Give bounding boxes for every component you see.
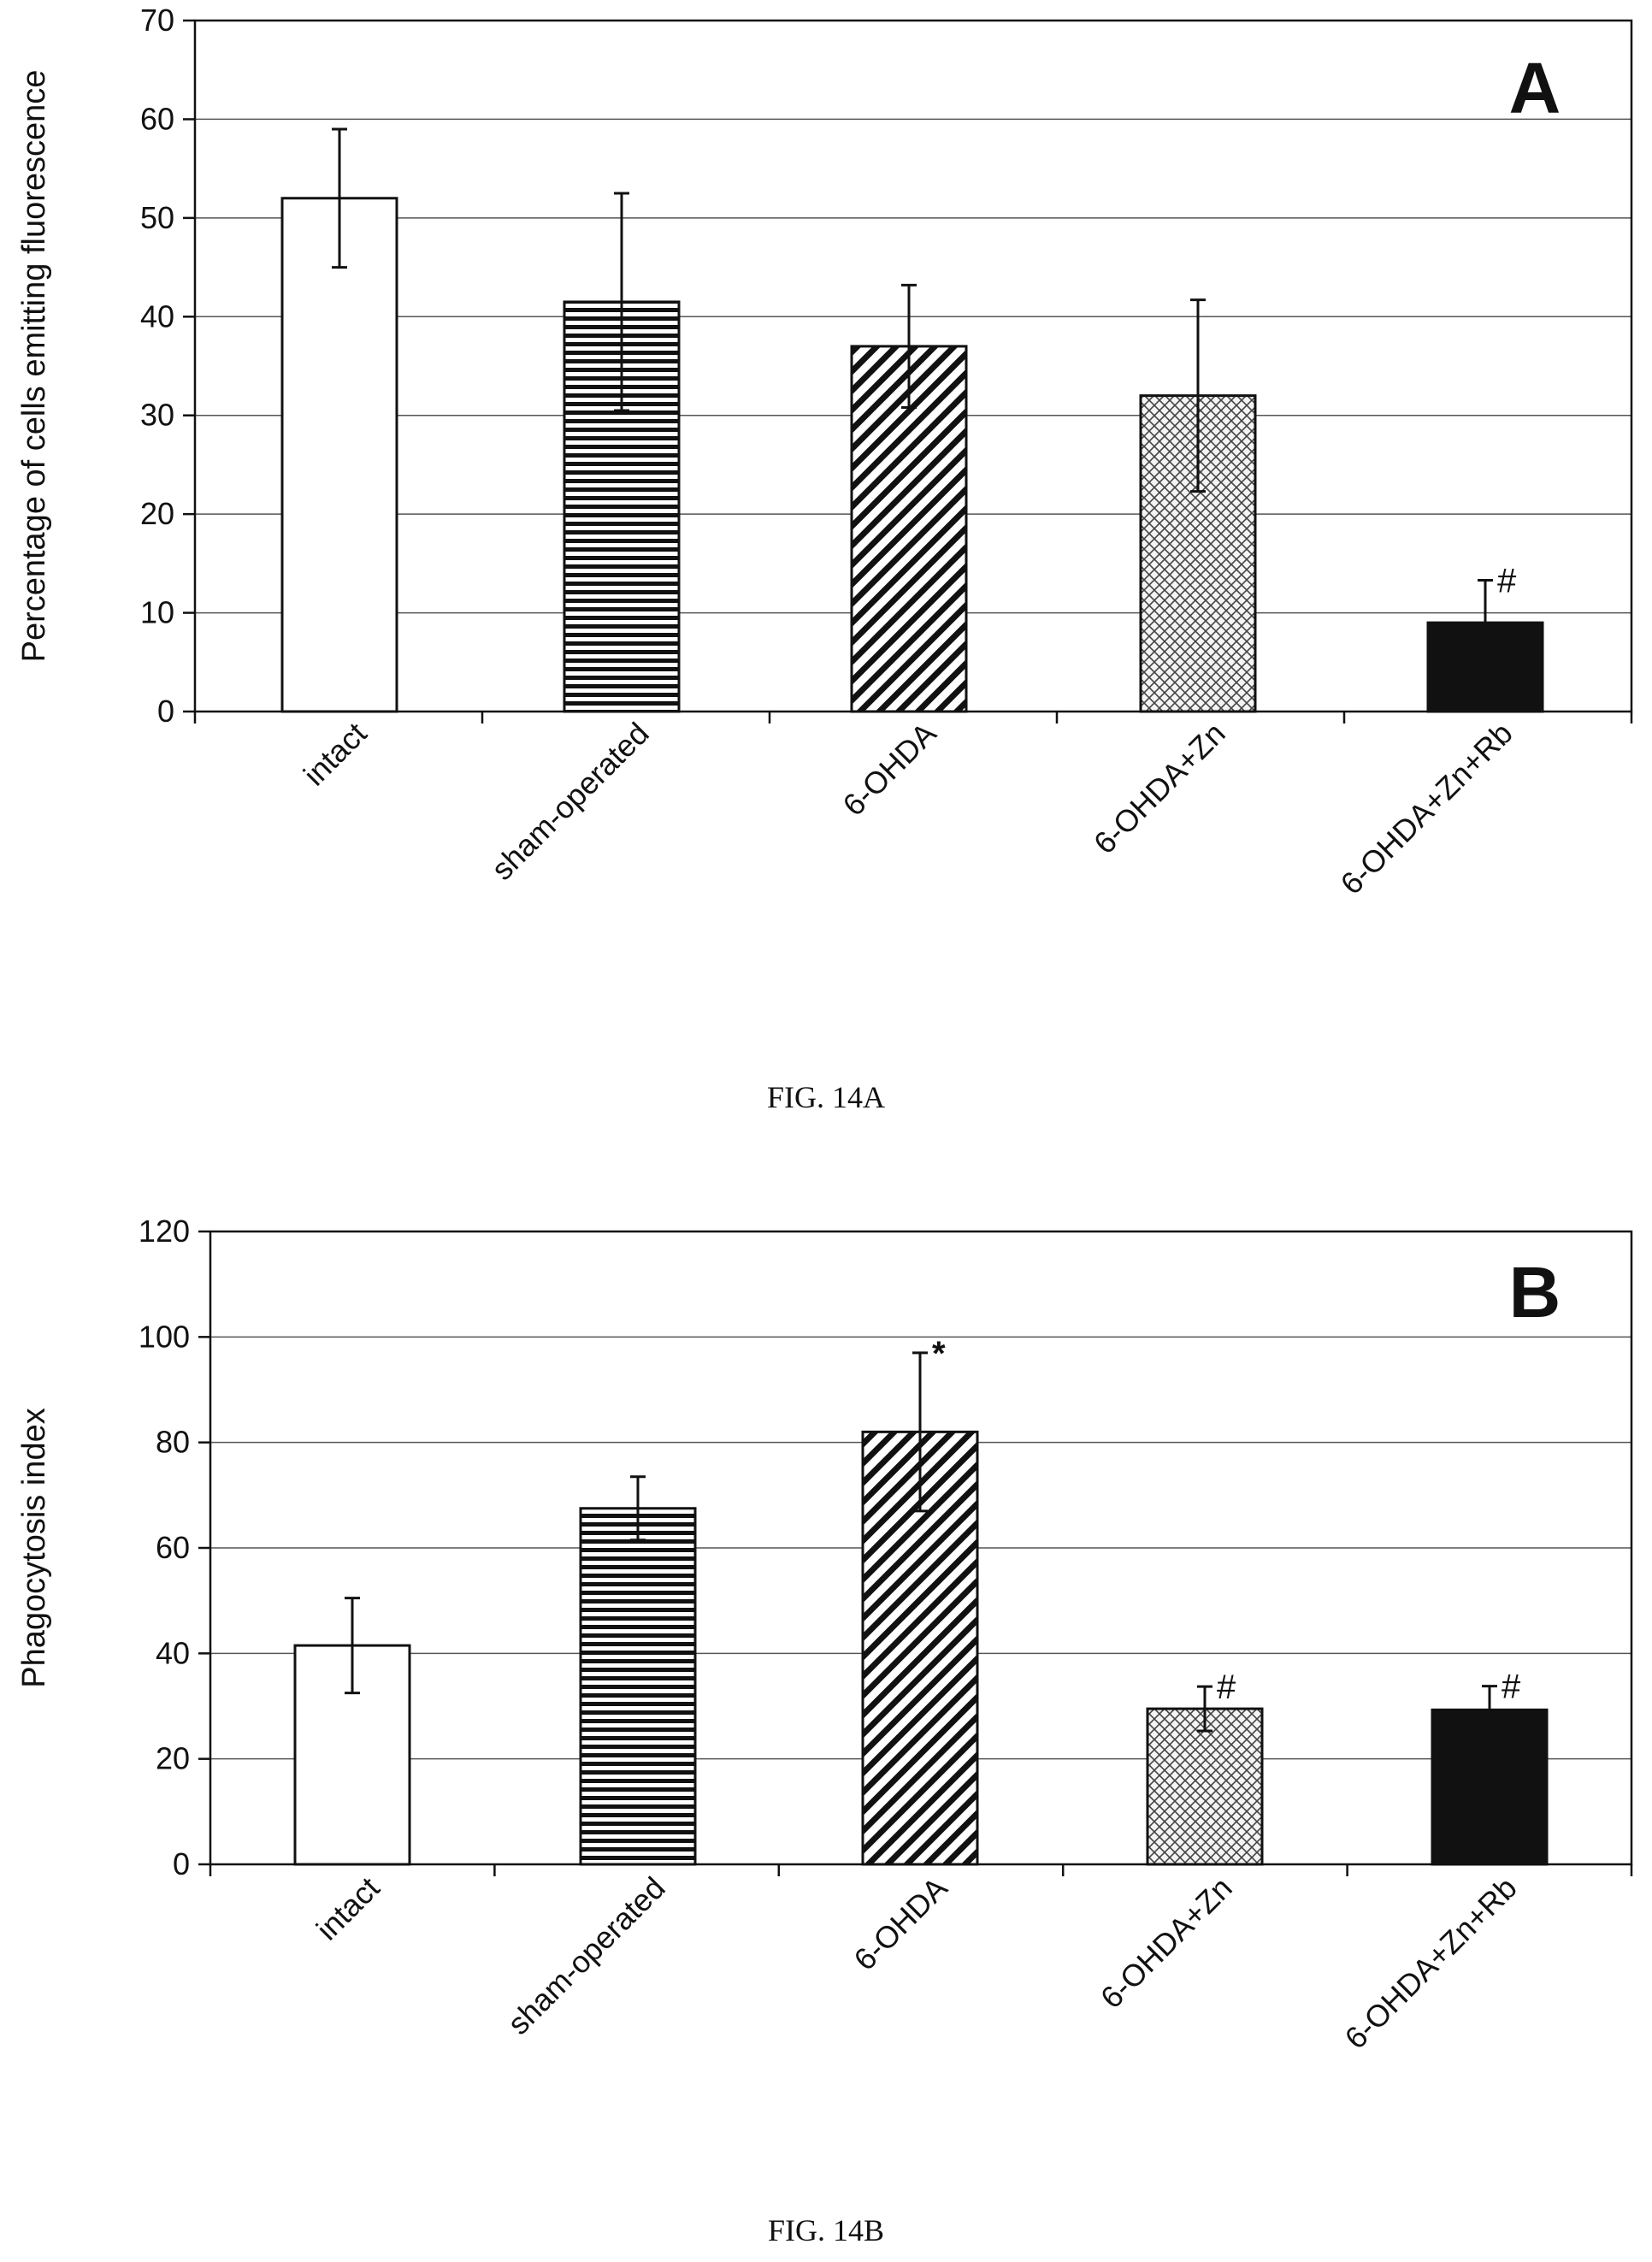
y-tick-label: 10 <box>140 595 174 630</box>
chart-b-annotations: * # # <box>932 1335 1521 1706</box>
error-bar-1 <box>332 127 347 269</box>
y-tick-label: 60 <box>140 101 174 136</box>
chart-b-x-labels: intact sham-operated 6-OHDA 6-OHDA+Zn 6-OHDA… <box>310 1870 1524 2056</box>
chart-b: 0 20 40 60 80 100 120 * # # intact sham-operated 6… <box>16 1214 1633 2056</box>
chart-a-ylabel: Percentage of cells emitting fluorescenc… <box>16 70 52 663</box>
error-bar-4 <box>1197 1685 1212 1733</box>
bar-4 <box>1146 1707 1264 1866</box>
error-bar-5 <box>1478 578 1493 667</box>
chart-a-panel-label: A <box>1509 48 1561 128</box>
x-tick-label: 6-OHDA <box>847 1870 953 1977</box>
x-tick-label: intact <box>297 716 374 793</box>
y-tick-label: 60 <box>156 1530 190 1565</box>
error-bar-4 <box>1190 298 1206 493</box>
x-tick-label: 6-OHDA <box>835 716 942 823</box>
x-tick-label: intact <box>310 1870 386 1947</box>
chart-a-x-ticks <box>193 712 1633 723</box>
caption-a: FIG. 14A <box>767 1080 885 1114</box>
significance-marker: * <box>932 1335 946 1373</box>
error-bar-3 <box>912 1351 928 1513</box>
significance-marker: # <box>1497 562 1517 599</box>
y-tick-label: 120 <box>139 1214 190 1249</box>
chart-a-bars <box>280 197 1544 713</box>
y-tick-label: 100 <box>139 1319 190 1354</box>
y-tick-label: 0 <box>157 694 174 729</box>
x-tick-label: sham-operated <box>500 1870 671 2041</box>
y-tick-label: 0 <box>173 1846 190 1881</box>
y-tick-label: 20 <box>156 1741 190 1776</box>
y-tick-label: 40 <box>156 1635 190 1670</box>
error-bar-3 <box>901 283 917 409</box>
bar-1 <box>280 197 398 713</box>
chart-a-y-ticks: 0 10 20 30 40 50 60 70 <box>140 3 195 729</box>
chart-a-error-bars <box>332 127 1493 667</box>
error-bar-1 <box>345 1597 360 1695</box>
y-tick-label: 50 <box>140 200 174 235</box>
x-tick-label: 6-OHDA+Zn <box>1094 1870 1239 2016</box>
chart-b-x-ticks <box>209 1864 1633 1876</box>
y-tick-label: 80 <box>156 1425 190 1460</box>
x-tick-label: sham-operated <box>484 716 655 887</box>
x-tick-label: 6-OHDA+Zn+Rb <box>1333 716 1519 901</box>
error-bar-2 <box>614 192 629 412</box>
chart-a: 0 10 20 30 40 50 60 70 # intact sham-operated 6-O… <box>16 3 1633 901</box>
chart-a-annotations: # <box>1497 562 1517 599</box>
significance-marker: # <box>1502 1668 1521 1706</box>
x-tick-label: 6-OHDA+Zn <box>1087 716 1232 861</box>
y-tick-label: 40 <box>140 298 174 334</box>
chart-b-ylabel: Phagocytosis index <box>16 1408 52 1687</box>
error-bar-5 <box>1482 1685 1497 1735</box>
x-tick-label: 6-OHDA+Zn+Rb <box>1337 1870 1523 2056</box>
chart-b-panel-label: B <box>1509 1252 1561 1332</box>
significance-marker: # <box>1217 1668 1236 1706</box>
error-bar-2 <box>630 1475 646 1542</box>
chart-a-x-labels: intact sham-operated 6-OHDA 6-OHDA+Zn 6-OHDA… <box>297 716 1519 901</box>
y-tick-label: 30 <box>140 398 174 433</box>
chart-b-y-ticks: 0 20 40 60 80 100 120 <box>139 1214 210 1881</box>
bar-2 <box>579 1507 697 1866</box>
caption-b: FIG. 14B <box>768 2213 884 2247</box>
y-tick-label: 70 <box>140 3 174 38</box>
y-tick-label: 20 <box>140 496 174 531</box>
chart-b-error-bars <box>345 1351 1497 1735</box>
bar-5 <box>1431 1708 1549 1866</box>
